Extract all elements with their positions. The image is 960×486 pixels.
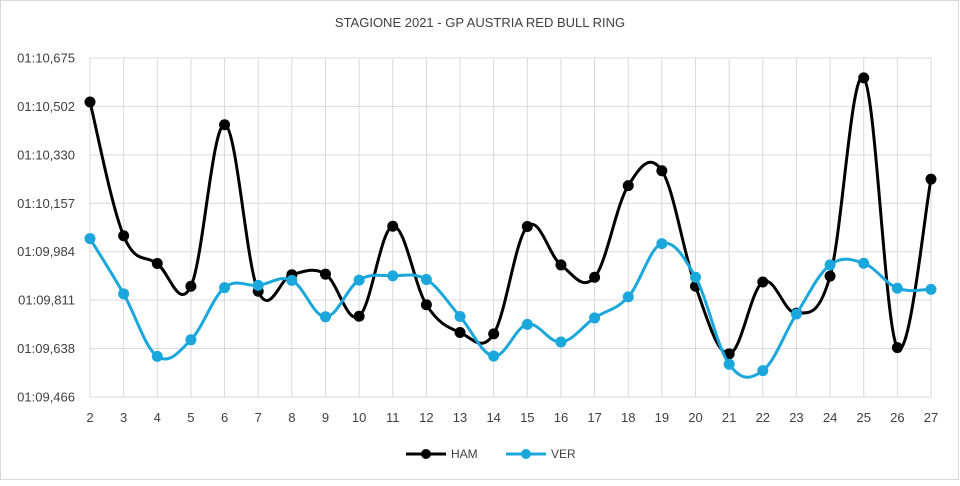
x-tick-label: 10 [352,410,366,425]
data-point-ham [151,258,163,270]
data-point-ver [790,308,802,320]
data-point-ver [723,358,735,370]
y-tick-label: 01:10,502 [17,99,75,114]
data-point-ham [185,280,197,292]
legend-label-ver: VER [551,447,576,461]
y-tick-label: 01:09,984 [17,244,75,259]
x-tick-label: 17 [587,410,601,425]
x-tick-label: 3 [120,410,127,425]
series-layer [84,72,937,379]
data-point-ham [118,230,130,242]
data-point-ham [891,342,903,354]
data-point-ham [84,96,96,108]
x-tick-label: 5 [187,410,194,425]
x-tick-label: 19 [655,410,669,425]
y-axis-ticks: 01:09,466 01:09,638 01:09,811 01:09,984 01:1… [17,51,75,405]
data-point-ham [622,180,634,192]
x-tick-label: 18 [621,410,635,425]
x-tick-label: 12 [419,410,433,425]
legend-marker-ham [421,449,431,459]
data-point-ver [824,259,836,271]
data-point-ver [319,311,331,323]
x-tick-label: 15 [520,410,534,425]
data-point-ver [925,283,937,295]
x-tick-label: 11 [386,410,400,425]
data-point-ver [185,334,197,346]
data-point-ver [84,233,96,245]
data-point-ham [387,220,399,232]
data-point-ver [757,365,769,377]
x-tick-label: 8 [288,410,295,425]
x-tick-label: 4 [154,410,161,425]
data-point-ver [891,282,903,294]
data-point-ver [521,318,533,330]
legend: HAM VER [406,447,576,461]
x-tick-label: 23 [789,410,803,425]
x-tick-label: 22 [756,410,770,425]
data-point-ver [353,274,365,286]
data-point-ver [118,288,130,300]
data-point-ver [151,350,163,362]
x-tick-label: 6 [221,410,228,425]
legend-marker-ver [521,449,531,459]
x-tick-label: 2 [86,410,93,425]
y-tick-label: 01:09,638 [17,341,75,356]
data-point-ver [454,311,466,323]
data-point-ver [656,238,668,250]
y-tick-label: 01:09,466 [17,390,75,405]
data-point-ver [387,270,399,282]
data-point-ham [858,72,870,84]
data-point-ver [488,350,500,362]
x-tick-label: 9 [322,410,329,425]
x-tick-label: 20 [688,410,702,425]
y-tick-label: 01:10,675 [17,51,75,66]
y-tick-label: 01:09,811 [18,293,75,308]
data-point-ver [252,279,264,291]
data-point-ver [420,274,432,286]
y-tick-label: 01:10,157 [17,196,75,211]
x-tick-label: 13 [453,410,467,425]
x-tick-label: 25 [856,410,870,425]
x-tick-label: 24 [823,410,837,425]
data-point-ver [286,274,298,286]
data-point-ham [420,299,432,311]
x-tick-label: 7 [255,410,262,425]
data-point-ham [925,173,937,185]
data-point-ham [319,268,331,280]
data-point-ham [521,221,533,233]
data-point-ham [589,271,601,283]
data-point-ver [589,312,601,324]
data-point-ver [690,271,702,283]
chart-title: STAGIONE 2021 - GP AUSTRIA RED BULL RING [335,15,625,30]
data-point-ver [219,282,231,294]
y-tick-label: 01:10,330 [17,147,75,162]
legend-label-ham: HAM [451,447,478,461]
x-tick-label: 26 [890,410,904,425]
data-point-ham [353,310,365,322]
data-point-ham [219,119,231,131]
data-point-ver [858,257,870,269]
data-point-ver [555,336,567,348]
data-point-ham [757,276,769,288]
x-tick-label: 14 [486,410,500,425]
x-tick-label: 21 [722,410,736,425]
x-axis-ticks: 2 3 4 5 6 7 8 9 10 11 12 13 14 15 16 17 18 19 20 21 22 23 24 25… [86,410,938,425]
data-point-ham [488,328,500,340]
data-point-ham [824,270,836,282]
data-point-ham [656,165,668,177]
x-tick-label: 27 [924,410,938,425]
x-tick-label: 16 [554,410,568,425]
data-point-ham [454,327,466,339]
data-point-ver [622,291,634,303]
data-point-ham [555,259,567,271]
